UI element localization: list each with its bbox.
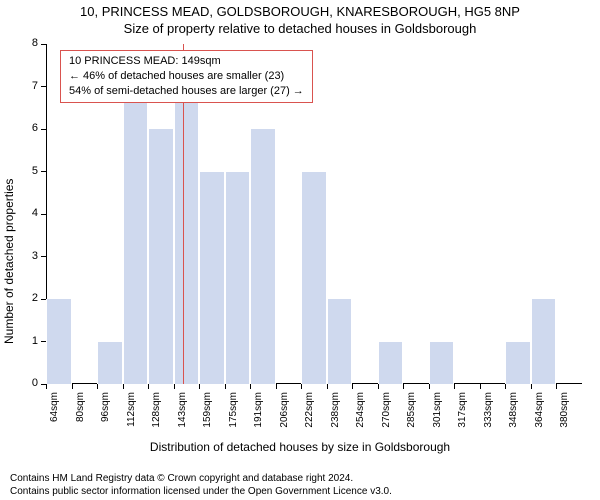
x-tick-label: 254sqm (355, 392, 366, 442)
histogram-bar (97, 342, 123, 385)
x-tick-label: 64sqm (49, 392, 60, 442)
histogram-bar (46, 299, 72, 384)
annotation-box: 10 PRINCESS MEAD: 149sqm← 46% of detache… (60, 50, 313, 103)
histogram-bar (301, 172, 327, 385)
histogram-bar (531, 299, 557, 384)
x-tick-label: 317sqm (457, 392, 468, 442)
x-axis-label: Distribution of detached houses by size … (0, 440, 600, 454)
x-tick (327, 384, 328, 389)
x-tick (123, 384, 124, 389)
x-tick (556, 384, 557, 389)
x-tick (531, 384, 532, 389)
histogram-bar (123, 87, 149, 385)
x-tick-label: 159sqm (202, 392, 213, 442)
x-tick (199, 384, 200, 389)
x-tick-label: 143sqm (177, 392, 188, 442)
histogram-bar (148, 129, 174, 384)
chart-frame: 10, PRINCESS MEAD, GOLDSBOROUGH, KNARESB… (0, 0, 600, 500)
y-tick-label: 2 (18, 292, 38, 304)
chart-title-line2: Size of property relative to detached ho… (0, 21, 600, 36)
x-tick (403, 384, 404, 389)
x-tick-label: 348sqm (508, 392, 519, 442)
x-tick-label: 285sqm (406, 392, 417, 442)
x-tick (429, 384, 430, 389)
y-tick-label: 6 (18, 122, 38, 134)
histogram-bar (378, 342, 404, 385)
title-block: 10, PRINCESS MEAD, GOLDSBOROUGH, KNARESB… (0, 4, 600, 36)
attribution-footer: Contains HM Land Registry data © Crown c… (10, 473, 592, 498)
annotation-line: ← 46% of detached houses are smaller (23… (69, 69, 304, 84)
y-tick (41, 214, 46, 215)
y-tick-label: 0 (18, 377, 38, 389)
x-tick-label: 112sqm (126, 392, 137, 442)
x-tick (174, 384, 175, 389)
histogram-bar (225, 172, 251, 385)
x-tick-label: 333sqm (483, 392, 494, 442)
x-tick (72, 384, 73, 389)
x-tick (378, 384, 379, 389)
x-tick (352, 384, 353, 389)
y-tick-label: 4 (18, 207, 38, 219)
y-tick (41, 44, 46, 45)
x-tick-label: 380sqm (559, 392, 570, 442)
y-tick-label: 8 (18, 37, 38, 49)
x-tick (480, 384, 481, 389)
x-tick (97, 384, 98, 389)
x-tick-label: 222sqm (304, 392, 315, 442)
x-tick-label: 191sqm (253, 392, 264, 442)
x-tick-label: 238sqm (330, 392, 341, 442)
y-tick (41, 171, 46, 172)
histogram-bar (250, 129, 276, 384)
x-tick-label: 96sqm (100, 392, 111, 442)
annotation-line: 10 PRINCESS MEAD: 149sqm (69, 54, 304, 69)
x-tick-label: 80sqm (75, 392, 86, 442)
x-tick (454, 384, 455, 389)
x-tick (301, 384, 302, 389)
x-tick-label: 364sqm (534, 392, 545, 442)
x-tick-label: 128sqm (151, 392, 162, 442)
y-tick (41, 129, 46, 130)
x-tick-label: 206sqm (279, 392, 290, 442)
x-tick (148, 384, 149, 389)
annotation-line: 54% of semi-detached houses are larger (… (69, 84, 304, 99)
histogram-bar (429, 342, 455, 385)
histogram-bar (199, 172, 225, 385)
footer-line2: Contains public sector information licen… (10, 486, 592, 499)
x-tick (250, 384, 251, 389)
x-tick-label: 301sqm (432, 392, 443, 442)
x-tick (225, 384, 226, 389)
y-tick-label: 1 (18, 335, 38, 347)
footer-line1: Contains HM Land Registry data © Crown c… (10, 473, 592, 486)
chart-title-line1: 10, PRINCESS MEAD, GOLDSBOROUGH, KNARESB… (0, 4, 600, 19)
y-tick-label: 5 (18, 165, 38, 177)
histogram-bar (505, 342, 531, 385)
histogram-bar (327, 299, 353, 384)
y-tick (41, 86, 46, 87)
x-tick (505, 384, 506, 389)
y-tick-label: 3 (18, 250, 38, 262)
x-tick-label: 270sqm (381, 392, 392, 442)
y-tick (41, 256, 46, 257)
x-tick-label: 175sqm (228, 392, 239, 442)
x-tick (276, 384, 277, 389)
histogram-bar (174, 87, 200, 385)
y-axis-label: Number of detached properties (2, 179, 16, 344)
y-tick-label: 7 (18, 80, 38, 92)
x-tick (46, 384, 47, 389)
